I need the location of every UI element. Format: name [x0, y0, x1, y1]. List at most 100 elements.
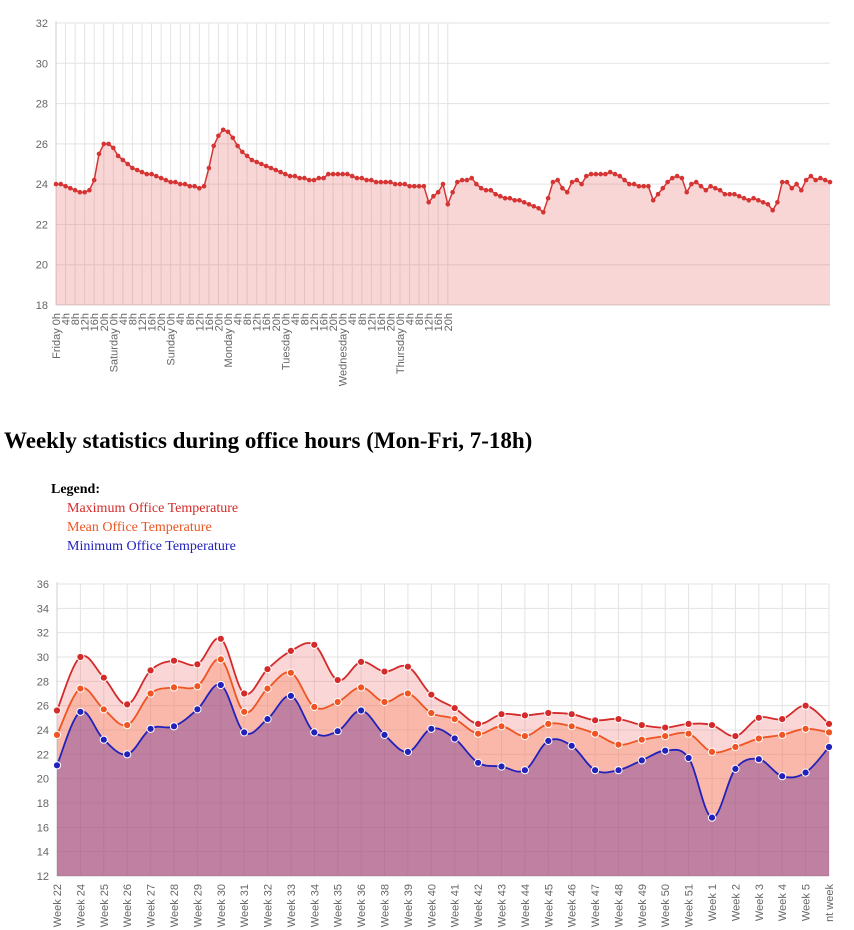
data-point [130, 165, 135, 171]
data-point [177, 181, 183, 187]
data-point [754, 713, 763, 722]
data-point [661, 723, 670, 732]
data-point [402, 181, 408, 187]
data-point [517, 198, 522, 203]
data-point [732, 191, 737, 197]
x-tick-label: Week 44 [520, 884, 532, 927]
data-point [614, 740, 623, 749]
data-point [240, 149, 245, 155]
data-point [474, 729, 483, 738]
data-point [455, 179, 460, 185]
y-tick-label: 34 [37, 603, 49, 615]
data-point [567, 710, 576, 719]
data-point [801, 701, 810, 710]
data-point [708, 183, 713, 189]
series-area-2 [57, 684, 829, 876]
data-point [493, 191, 498, 197]
data-point [354, 175, 360, 181]
data-point [378, 179, 384, 185]
data-point [560, 185, 565, 191]
data-point [263, 715, 272, 724]
x-tick-label: Week 42 [473, 884, 485, 927]
data-point [544, 708, 553, 718]
data-point [717, 187, 723, 193]
data-point [707, 721, 717, 730]
data-point [383, 179, 389, 185]
data-point [756, 198, 761, 203]
data-point [607, 169, 613, 175]
data-point [206, 165, 212, 171]
data-point [541, 210, 546, 215]
data-point [731, 732, 740, 741]
x-tick-label: Week 24 [75, 884, 87, 927]
y-tick-label: 24 [36, 179, 48, 191]
data-point [789, 185, 795, 191]
x-tick-label: Week 49 [637, 884, 649, 927]
data-point [380, 697, 389, 707]
data-point [287, 173, 293, 179]
data-point [357, 706, 366, 715]
x-tick-label: 16h [376, 313, 388, 331]
data-point [380, 730, 389, 739]
data-point [498, 193, 503, 199]
data-point [310, 702, 319, 711]
x-tick-label: Week 48 [613, 884, 625, 927]
data-point [99, 735, 108, 744]
data-point [427, 724, 436, 733]
x-tick-label: 4h [118, 313, 130, 325]
data-point [340, 171, 346, 177]
x-tick-label: 4h [175, 313, 187, 325]
x-tick-label: 8h [299, 313, 311, 325]
data-point [193, 660, 202, 669]
data-point [612, 171, 618, 177]
weekly-section-title: Weekly statistics during office hours (M… [4, 428, 533, 453]
data-point [474, 719, 483, 728]
x-tick-label: Week 32 [263, 884, 275, 927]
data-point [193, 682, 202, 691]
y-tick-label: 18 [37, 798, 49, 810]
data-point [822, 177, 828, 183]
series-line-0 [56, 637, 830, 738]
data-point [310, 640, 319, 649]
data-point [689, 181, 694, 187]
data-point [674, 173, 680, 179]
data-point [684, 719, 693, 728]
data-point [474, 758, 483, 767]
data-point [614, 766, 623, 775]
data-point [197, 185, 202, 191]
data-point [302, 175, 307, 181]
data-point [778, 715, 787, 724]
data-point [684, 753, 693, 763]
data-point [765, 202, 771, 207]
data-point [427, 690, 436, 699]
data-point [357, 683, 366, 692]
data-point [201, 183, 207, 189]
y-tick-label: 18 [36, 300, 48, 312]
data-point [731, 742, 740, 752]
data-point [216, 634, 225, 643]
data-point [497, 722, 506, 731]
data-point [240, 689, 249, 698]
data-point [254, 159, 259, 165]
data-point [497, 762, 506, 771]
data-point [637, 756, 646, 765]
y-tick-label: 26 [37, 701, 49, 713]
data-point [158, 175, 164, 181]
data-point [655, 191, 661, 197]
data-point [268, 165, 274, 171]
data-point [450, 189, 455, 195]
data-point [569, 179, 575, 185]
data-point [544, 719, 553, 728]
x-tick-label: 12h [80, 313, 92, 331]
x-tick-label: Week 33 [286, 884, 298, 927]
x-tick-label: 12h [424, 313, 436, 331]
data-point [333, 676, 342, 685]
data-point [521, 200, 527, 205]
data-point [63, 183, 68, 189]
x-tick-label: Week 38 [380, 884, 392, 927]
data-point [125, 161, 130, 167]
data-point [445, 202, 451, 207]
data-point [123, 721, 132, 730]
x-tick-label: Week 46 [567, 884, 579, 927]
data-point [713, 185, 718, 191]
